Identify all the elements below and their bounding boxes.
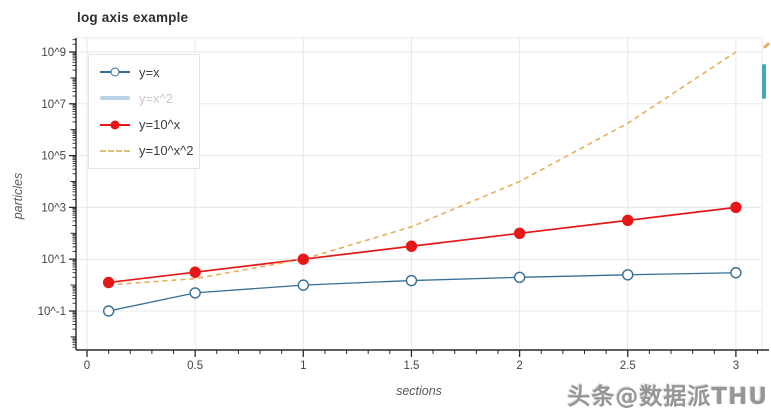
line-filled-circle-glyph (100, 119, 130, 131)
y-tick-label: 10^5 (41, 151, 66, 163)
x-tick-label: 3 (733, 360, 739, 372)
data-point-y=10^x (730, 201, 742, 214)
data-point-y=10^x (405, 240, 418, 252)
x-tick-label: 0.5 (187, 360, 203, 372)
legend-item-y-x[interactable]: y=x (100, 60, 199, 84)
series-markers (102, 201, 742, 317)
legend-label: y=x (139, 64, 160, 80)
x-tick-label: 1.5 (403, 360, 419, 372)
data-point-y=10^x (513, 227, 526, 240)
x-axis-title: sections (396, 384, 442, 398)
x-tick-label: 1 (300, 360, 306, 372)
x-tick-label: 0 (84, 360, 90, 372)
legend-item-y-10x[interactable]: y=10^x (100, 113, 199, 137)
thick-line-glyph (100, 92, 130, 104)
axis-ticks (69, 39, 759, 357)
y-tick-label: 10^3 (41, 202, 66, 214)
x-tick-label: 2.5 (620, 360, 636, 372)
legend-item-y-10x2[interactable]: y=10^x^2 (100, 139, 199, 163)
bokeh-logo-fragment[interactable] (762, 64, 766, 99)
x-tick-label: 2 (516, 360, 522, 372)
dashed-line-glyph (100, 145, 130, 157)
tick-labels: 0 0.5 1 1.5 2 2.5 3 10^-1 10^1 10^3 10^5 10^7 10^9 (38, 47, 740, 372)
y-tick-label: 10^9 (41, 47, 66, 59)
y-tick-label: 10^7 (41, 99, 66, 111)
legend-label: y=10^x^2 (139, 143, 194, 159)
series-lines (108, 51, 737, 312)
axes (75, 38, 769, 351)
series-line-y=10^x (108, 206, 737, 284)
data-point-y=10^x (622, 214, 634, 227)
legend-item-y-x2[interactable]: y=x^2 (100, 86, 199, 110)
data-point-y=x (297, 279, 309, 291)
chart-title: log axis example (77, 10, 189, 25)
data-point-y=x (405, 274, 418, 287)
data-point-y=10^x (297, 253, 309, 265)
data-point-y=x (189, 287, 201, 299)
y-tick-label: 10^-1 (38, 306, 66, 318)
data-point-y=x (102, 305, 115, 317)
legend: y=x y=x^2 y=10^x y=10^x^2 (88, 54, 200, 169)
data-point-y=10^x (102, 276, 115, 289)
data-point-y=x (730, 267, 742, 279)
legend-label: y=x^2 (139, 90, 173, 106)
data-point-y=10^x (189, 266, 201, 278)
y-axis-title: particles (11, 172, 25, 220)
line-open-circle-glyph (100, 66, 130, 78)
data-point-y=x (622, 269, 634, 281)
series-line-y=10^x^2 (108, 51, 737, 286)
watermark: 头条@数据派THU (567, 384, 768, 410)
series-line-y=x (108, 272, 736, 312)
y-tick-label: 10^1 (41, 254, 66, 266)
data-point-y=x (513, 271, 526, 284)
legend-label: y=10^x (139, 117, 181, 133)
